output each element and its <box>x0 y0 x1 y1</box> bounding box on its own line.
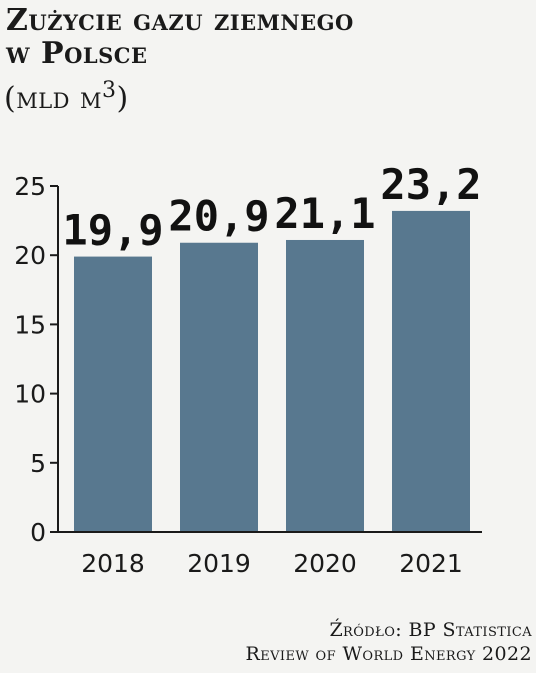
data-label-2018: 19,9 <box>62 206 163 255</box>
chart-title: Zużycie gazu ziemnego w Polsce <box>6 4 354 70</box>
y-tick-label-10: 10 <box>14 380 46 409</box>
data-label-2019: 20,9 <box>168 192 269 241</box>
bar-2018 <box>74 256 152 532</box>
x-tick-label-2020: 2020 <box>293 549 357 578</box>
source-line-1: Źródło: BP Statistica <box>329 619 532 641</box>
unit-superscript: 3 <box>102 78 117 103</box>
source-note: Źródło: BP Statistica Review of World En… <box>246 618 532 666</box>
data-label-2021: 23,2 <box>380 160 481 209</box>
title-line-1: Zużycie gazu ziemnego <box>6 3 354 38</box>
y-tick-label-15: 15 <box>14 310 46 339</box>
title-line-2: w Polsce <box>6 36 148 71</box>
unit-text: (mld m <box>4 81 103 116</box>
y-tick-label-5: 5 <box>30 449 46 478</box>
bar-2019 <box>180 242 258 532</box>
x-tick-label-2018: 2018 <box>81 549 145 578</box>
unit-label: (mld m3) <box>4 72 129 118</box>
bar-2020 <box>286 239 364 532</box>
y-tick-label-20: 20 <box>14 241 46 270</box>
x-tick-label-2019: 2019 <box>187 549 251 578</box>
x-tick-label-2021: 2021 <box>399 549 463 578</box>
bar-2021 <box>392 210 470 533</box>
data-label-2020: 21,1 <box>274 189 375 238</box>
unit-close: ) <box>116 81 129 116</box>
y-tick-label-0: 0 <box>30 518 46 547</box>
y-tick-label-25: 25 <box>14 172 46 201</box>
source-line-2: Review of World Energy 2022 <box>245 643 532 665</box>
